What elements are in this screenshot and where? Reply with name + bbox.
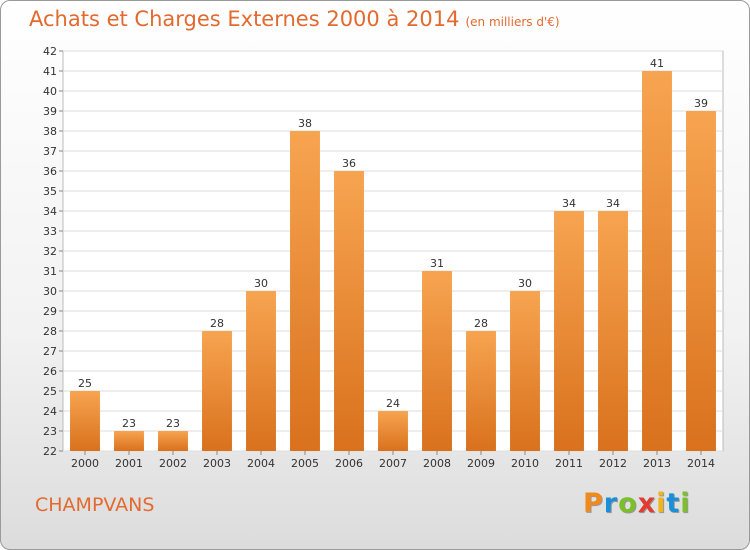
data-label-2004: 30 [254,277,268,290]
bar-2012 [598,211,628,451]
bar-2004 [246,291,276,451]
data-label-2000: 25 [78,377,92,390]
y-tick-label: 38 [43,125,57,138]
chart-subtitle: (en milliers d'€) [465,15,560,29]
y-tick-label: 41 [43,65,57,78]
y-tick-label: 24 [43,405,57,418]
x-tick-label-2000: 2000 [71,457,99,470]
brand-letter: i [656,488,667,519]
x-tick-label-2001: 2001 [115,457,143,470]
data-label-2013: 41 [650,57,664,70]
x-axis: 2000 2001 2002 2003 2004 2005 2006 2007 2008 2009… [71,451,715,470]
y-tick-label: 40 [43,85,57,98]
y-tick-label: 28 [43,325,57,338]
y-tick-label: 29 [43,305,57,318]
brand-letter: t [666,488,681,519]
y-tick-label: 22 [43,445,57,458]
bars: 25 23 23 28 30 38 36 24 31 28 30 34 34 41 39 [70,57,716,451]
y-tick-label: 31 [43,265,57,278]
y-tick-label: 27 [43,345,57,358]
x-tick-label-2003: 2003 [203,457,231,470]
bar-2013 [642,71,672,451]
y-tick-label: 30 [43,285,57,298]
x-tick-label-2008: 2008 [423,457,451,470]
bar-2000 [70,391,100,451]
x-tick-label-2004: 2004 [247,457,275,470]
bar-2001 [114,431,144,451]
bar-2003 [202,331,232,451]
bar-2002 [158,431,188,451]
data-label-2008: 31 [430,257,444,270]
bar-2005 [290,131,320,451]
x-tick-label-2010: 2010 [511,457,539,470]
town-name: CHAMPVANS [35,494,155,516]
bar-2014 [686,111,716,451]
x-tick-label-2012: 2012 [599,457,627,470]
data-label-2006: 36 [342,157,356,170]
y-tick-label: 23 [43,425,57,438]
proxiti-logo: Proxiti [583,488,691,519]
data-label-2007: 24 [386,397,400,410]
y-tick-label: 33 [43,225,57,238]
y-tick-label: 37 [43,145,57,158]
bar-2008 [422,271,452,451]
y-tick-label: 42 [43,45,57,58]
x-tick-label-2014: 2014 [687,457,715,470]
data-label-2001: 23 [122,417,136,430]
bar-2007 [378,411,408,451]
x-tick-label-2013: 2013 [643,457,671,470]
bar-2011 [554,211,584,451]
y-tick-label: 25 [43,385,57,398]
y-tick-label: 32 [43,245,57,258]
data-label-2009: 28 [474,317,488,330]
y-tick-label: 35 [43,185,57,198]
data-label-2012: 34 [606,197,620,210]
bar-2006 [334,171,364,451]
x-tick-label-2006: 2006 [335,457,363,470]
data-label-2014: 39 [694,97,708,110]
bar-2009 [466,331,496,451]
y-tick-label: 36 [43,165,57,178]
x-tick-label-2011: 2011 [555,457,583,470]
x-tick-label-2007: 2007 [379,457,407,470]
data-label-2005: 38 [298,117,312,130]
y-tick-label: 39 [43,105,57,118]
y-tick-label: 26 [43,365,57,378]
brand-letter: i [680,488,691,519]
y-axis: 22 23 24 25 26 27 28 29 30 31 32 33 34 35 36 37 38 39 40 41… [43,45,63,458]
brand-letter: x [637,488,657,519]
x-tick-label-2009: 2009 [467,457,495,470]
y-tick-label: 34 [43,205,57,218]
x-tick-label-2002: 2002 [159,457,187,470]
x-tick-label-2005: 2005 [291,457,319,470]
chart-title-text: Achats et Charges Externes 2000 à 2014 [29,7,460,31]
data-label-2003: 28 [210,317,224,330]
data-label-2002: 23 [166,417,180,430]
brand-letter: P [583,488,604,519]
brand-letter: o [618,488,638,519]
chart-title: Achats et Charges Externes 2000 à 2014 (e… [29,7,560,31]
bar-2010 [510,291,540,451]
data-label-2011: 34 [562,197,576,210]
data-label-2010: 30 [518,277,532,290]
brand-letter: r [603,488,619,519]
